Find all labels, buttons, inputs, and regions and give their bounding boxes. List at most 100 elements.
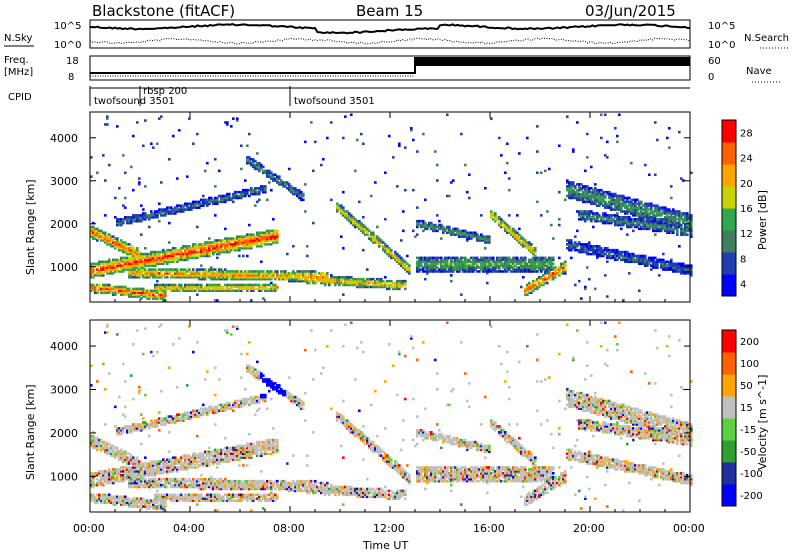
power-cell: [134, 250, 137, 254]
power-cell: [642, 227, 645, 231]
power-cell: [462, 266, 465, 269]
power-cell: [536, 285, 539, 289]
power-cell: [664, 229, 667, 233]
power-cell: [268, 270, 271, 273]
power-cell: [602, 248, 605, 252]
velocity-cell: [90, 438, 93, 442]
power-cell: [202, 245, 205, 248]
power-cell: [418, 262, 421, 266]
velocity-cell: [120, 475, 123, 479]
power-cell: [492, 270, 495, 273]
power-cell: [380, 239, 383, 242]
power-cell: [324, 276, 327, 279]
power-cell: [180, 250, 183, 254]
power-cell: [132, 247, 135, 250]
power-cell: [274, 239, 277, 242]
power-cell: [320, 272, 323, 275]
power-cell: [358, 219, 361, 223]
power-cell: [230, 274, 233, 277]
power-cell: [354, 283, 357, 287]
power-cell: [228, 243, 231, 246]
power-cell: [182, 254, 185, 258]
velocity-cell: [92, 438, 95, 442]
power-cell: [182, 276, 185, 279]
power-cell: [676, 264, 679, 267]
power-cell: [516, 235, 519, 238]
velocity-cell: [124, 477, 127, 481]
power-cell: [150, 289, 153, 293]
power-cell: [428, 223, 431, 227]
power-cell: [648, 260, 651, 264]
power-cell: [102, 262, 105, 266]
power-cell: [136, 252, 139, 256]
power-cell: [92, 272, 95, 275]
power-cell: [548, 272, 551, 275]
power-cell: [690, 233, 693, 236]
power-cell: [386, 252, 389, 256]
power-cell: [668, 219, 671, 223]
power-cell: [438, 270, 441, 273]
power-cell: [550, 268, 553, 271]
power-cell: [276, 285, 279, 289]
velocity-cell: [92, 474, 95, 477]
power-cell: [548, 256, 551, 260]
power-cell: [508, 188, 511, 192]
velocity-cell: [110, 475, 113, 479]
power-cell: [148, 260, 151, 264]
freq-tick-top: 18: [66, 56, 79, 67]
power-cell: [644, 208, 647, 211]
power-cell: [358, 221, 361, 225]
power-cell: [98, 237, 101, 240]
velocity-cell: [130, 501, 133, 504]
power-cell: [590, 202, 593, 206]
velocity-cell: [114, 497, 117, 500]
power-cell: [366, 283, 369, 287]
power-cell: [172, 260, 175, 264]
power-cell: [174, 274, 177, 277]
velocity-cell: [126, 477, 129, 481]
power-cell: [122, 285, 125, 289]
velocity-cell: [92, 475, 95, 479]
power-cell: [582, 187, 585, 190]
power-cell: [518, 237, 521, 240]
power-cell: [530, 266, 533, 269]
power-cell: [302, 198, 305, 202]
power-cell: [654, 233, 657, 236]
power-cell: [194, 245, 197, 248]
power-cell: [106, 241, 109, 244]
power-cell: [258, 277, 261, 281]
power-cell: [272, 218, 275, 221]
power-cell: [182, 272, 185, 275]
power-cell: [526, 136, 529, 140]
power-cell: [126, 289, 129, 293]
power-cell: [264, 187, 267, 190]
power-cell: [650, 225, 653, 229]
power-cell: [516, 266, 519, 269]
power-cell: [462, 229, 465, 233]
power-cell: [120, 293, 123, 296]
power-cell: [190, 206, 193, 209]
velocity-cell: [114, 501, 117, 504]
power-cell: [244, 272, 247, 275]
power-cell: [464, 268, 467, 271]
power-cell: [232, 192, 235, 196]
power-cell: [274, 177, 277, 180]
power-cell: [100, 231, 103, 235]
power-cell: [566, 243, 569, 246]
power-cell: [190, 247, 193, 250]
power-cell: [552, 237, 555, 240]
power-cell: [688, 227, 691, 231]
power-cell: [614, 221, 617, 225]
power-cell: [684, 214, 687, 217]
power-cell: [474, 256, 477, 260]
power-cell: [374, 237, 377, 240]
power-cell: [630, 206, 633, 209]
power-cell: [312, 276, 315, 279]
power-cell: [228, 198, 231, 202]
power-cell: [252, 287, 255, 291]
power-cell: [208, 252, 211, 256]
power-cell: [134, 252, 137, 256]
power-cell: [346, 216, 349, 219]
power-cell: [214, 287, 217, 291]
power-cell: [472, 268, 475, 271]
